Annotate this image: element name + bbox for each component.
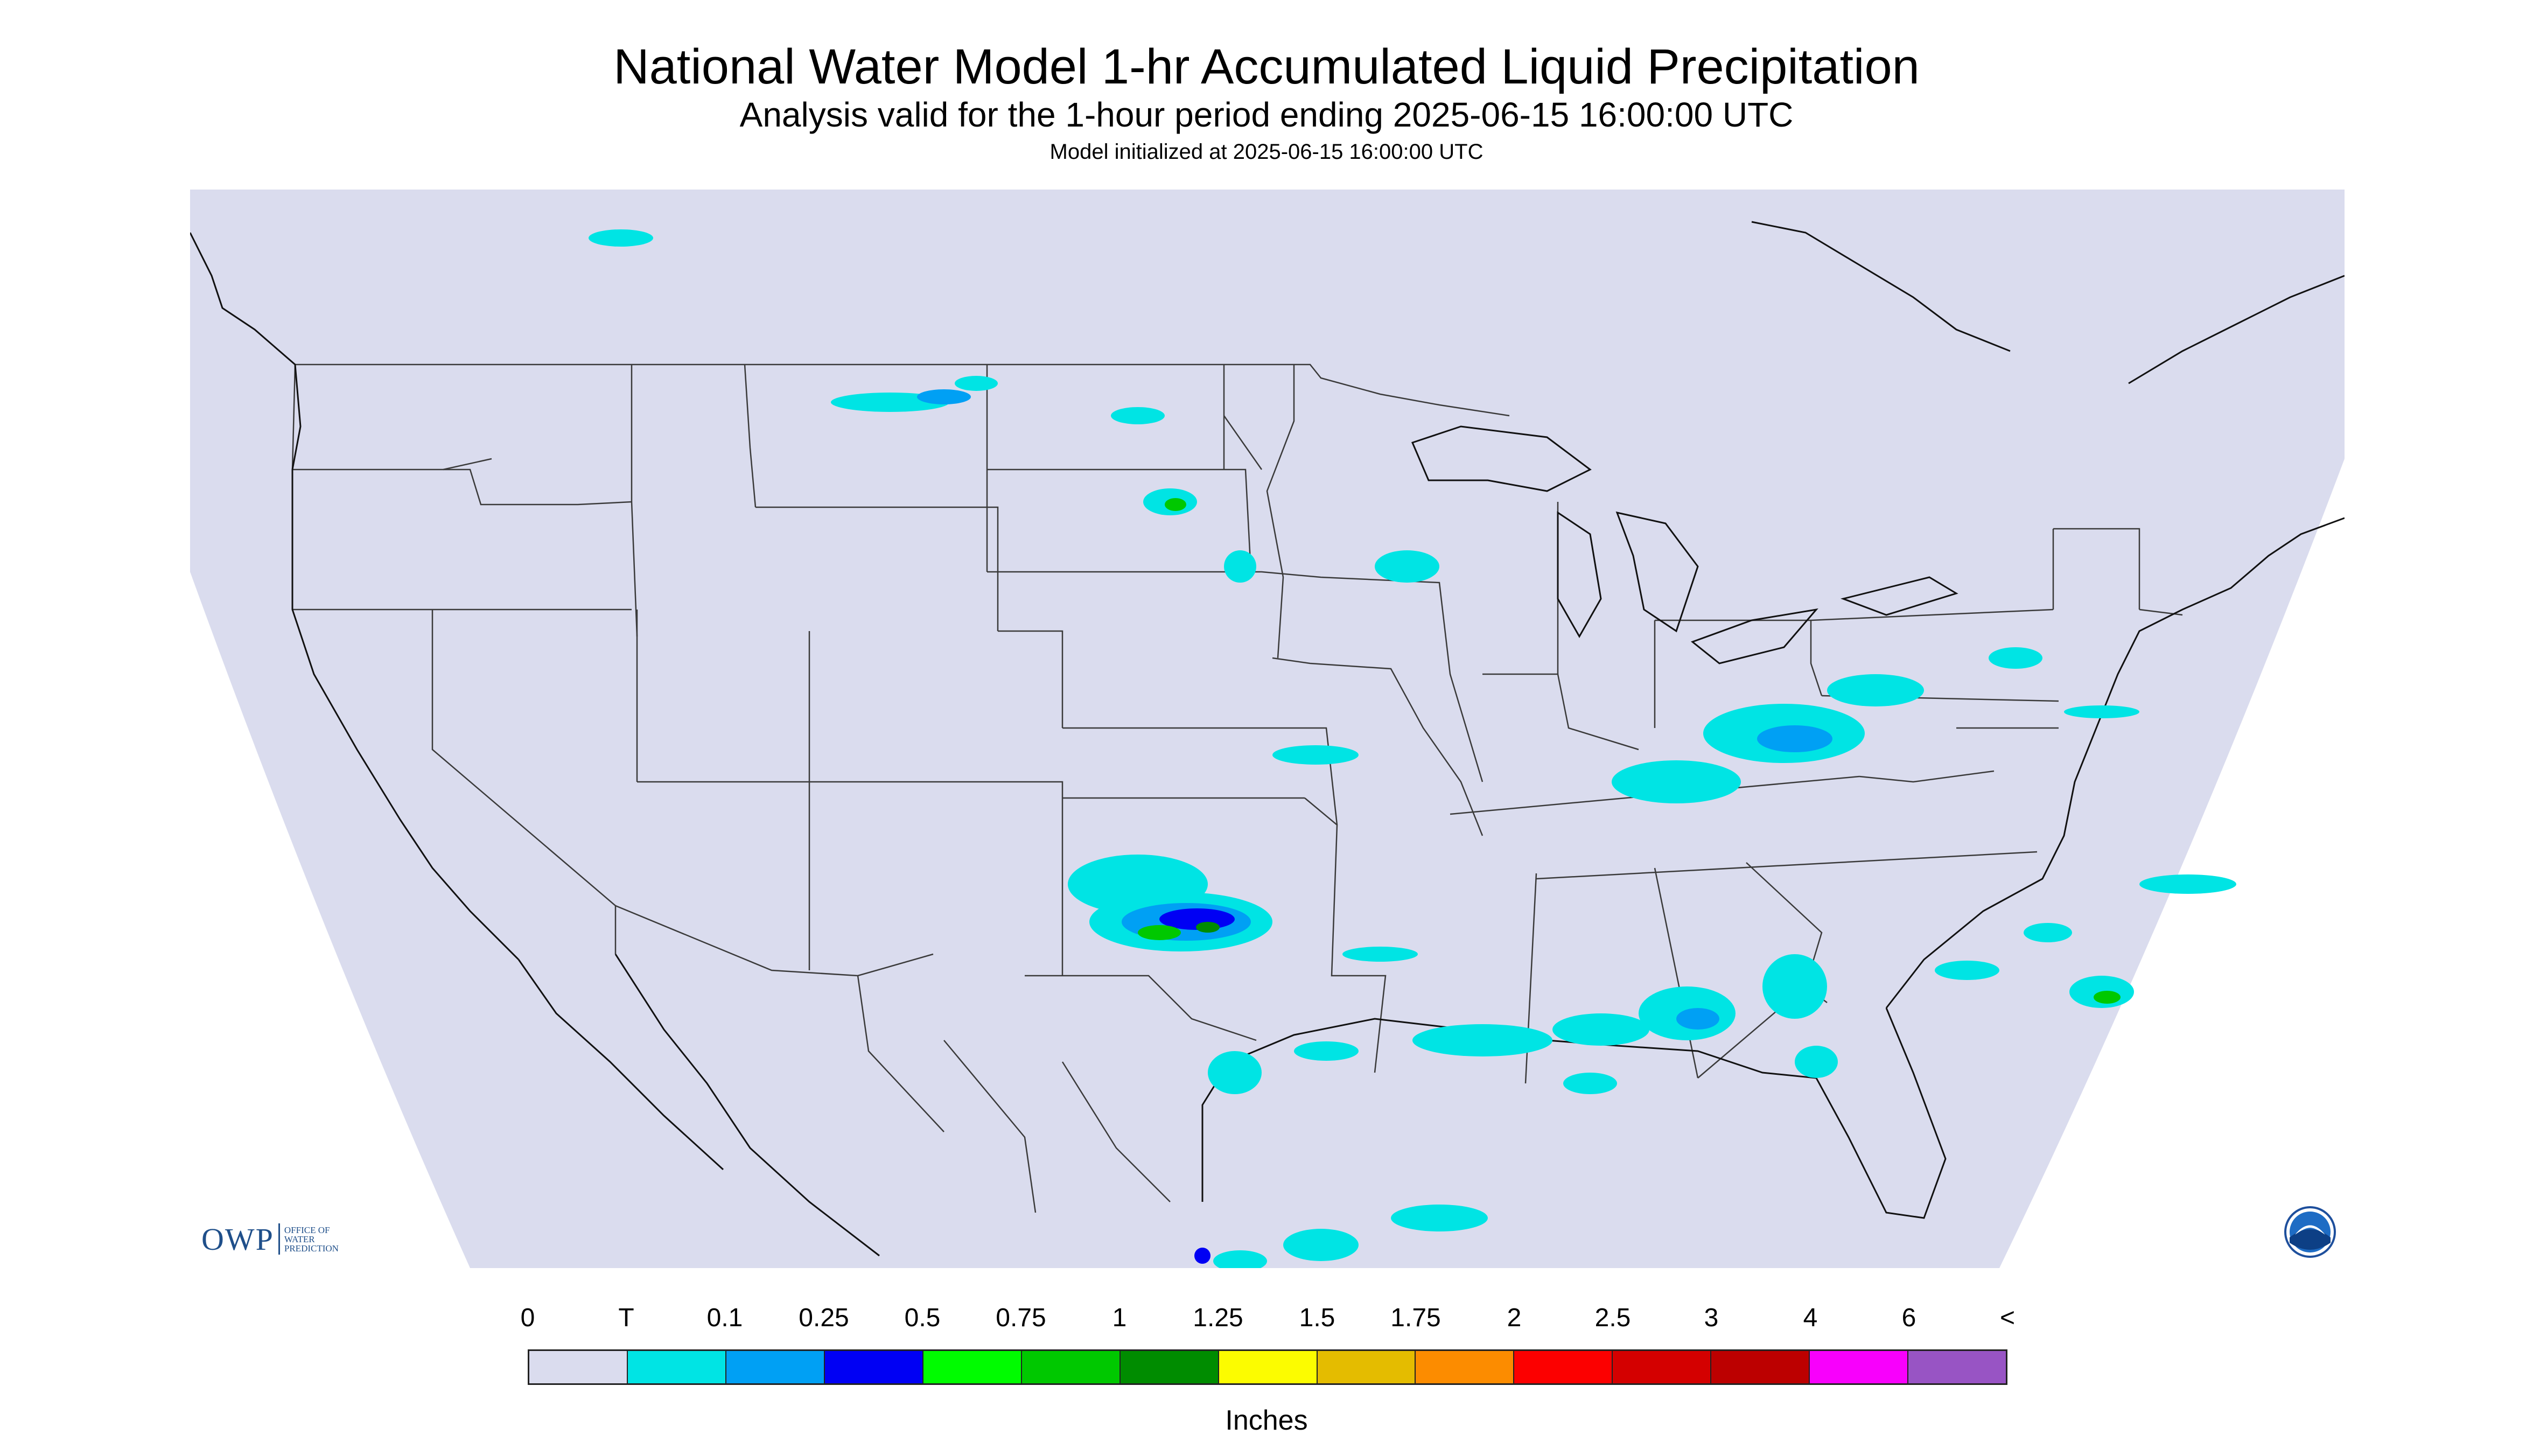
legend-swatch xyxy=(1317,1351,1416,1383)
owp-logo-line: WATER xyxy=(284,1234,315,1244)
legend-tick: 0 xyxy=(520,1304,535,1332)
legend-tick: T xyxy=(618,1304,634,1332)
legend-tick: 6 xyxy=(1901,1304,1916,1332)
legend-swatch xyxy=(1219,1351,1318,1383)
owp-logo-letters: OWP xyxy=(201,1221,274,1257)
coastlines xyxy=(190,221,2345,1257)
owp-logo: OWP OFFICE OF WATER PREDICTION xyxy=(201,1221,339,1257)
legend-tick: 2 xyxy=(1507,1304,1522,1332)
legend-swatch xyxy=(1416,1351,1515,1383)
owp-logo-line: OFFICE OF xyxy=(284,1224,330,1235)
map-background xyxy=(190,190,2345,1268)
legend-tick: 3 xyxy=(1704,1304,1719,1332)
legend-swatch xyxy=(726,1351,825,1383)
legend-swatch xyxy=(529,1351,628,1383)
legend-color-bar xyxy=(528,1349,2007,1385)
legend-tick: 1.25 xyxy=(1193,1304,1243,1332)
legend-swatch xyxy=(1613,1351,1712,1383)
precipitation-map xyxy=(190,190,2345,1268)
legend-tick: 0.1 xyxy=(706,1304,743,1332)
legend-tick: 1 xyxy=(1112,1304,1127,1332)
noaa-logo-icon xyxy=(2284,1206,2336,1258)
legend-swatch xyxy=(1711,1351,1810,1383)
legend-tick: 1.75 xyxy=(1390,1304,1441,1332)
left-projection-edge xyxy=(190,572,470,1268)
legend-units: Inches xyxy=(1225,1405,1308,1436)
map-title: National Water Model 1-hr Accumulated Li… xyxy=(613,39,1920,94)
legend-swatch xyxy=(824,1351,923,1383)
legend-tick: 0.25 xyxy=(799,1304,849,1332)
owp-logo-divider xyxy=(278,1223,280,1255)
legend-swatch xyxy=(1908,1351,2006,1383)
legend-swatch xyxy=(1810,1351,1909,1383)
legend-swatch xyxy=(627,1351,726,1383)
legend-tick: 0.75 xyxy=(996,1304,1046,1332)
owp-logo-line: PREDICTION xyxy=(284,1243,339,1254)
legend-swatch xyxy=(1120,1351,1219,1383)
legend-swatch xyxy=(1021,1351,1121,1383)
legend-tick: < xyxy=(1999,1304,2016,1332)
precipitation-areas xyxy=(589,229,2236,1268)
owp-logo-text: OFFICE OF WATER PREDICTION xyxy=(284,1226,339,1253)
map-subtitle: Analysis valid for the 1-hour period end… xyxy=(739,95,1794,134)
legend-tick: 0.5 xyxy=(904,1304,941,1332)
legend-tick: 4 xyxy=(1803,1304,1818,1332)
right-projection-edge xyxy=(1999,459,2345,1268)
legend-tick: 1.5 xyxy=(1299,1304,1335,1332)
legend-swatch xyxy=(923,1351,1022,1383)
model-init-text: Model initialized at 2025-06-15 16:00:00… xyxy=(1049,140,1484,164)
legend-tick: 2.5 xyxy=(1594,1304,1631,1332)
legend-swatch xyxy=(1514,1351,1613,1383)
